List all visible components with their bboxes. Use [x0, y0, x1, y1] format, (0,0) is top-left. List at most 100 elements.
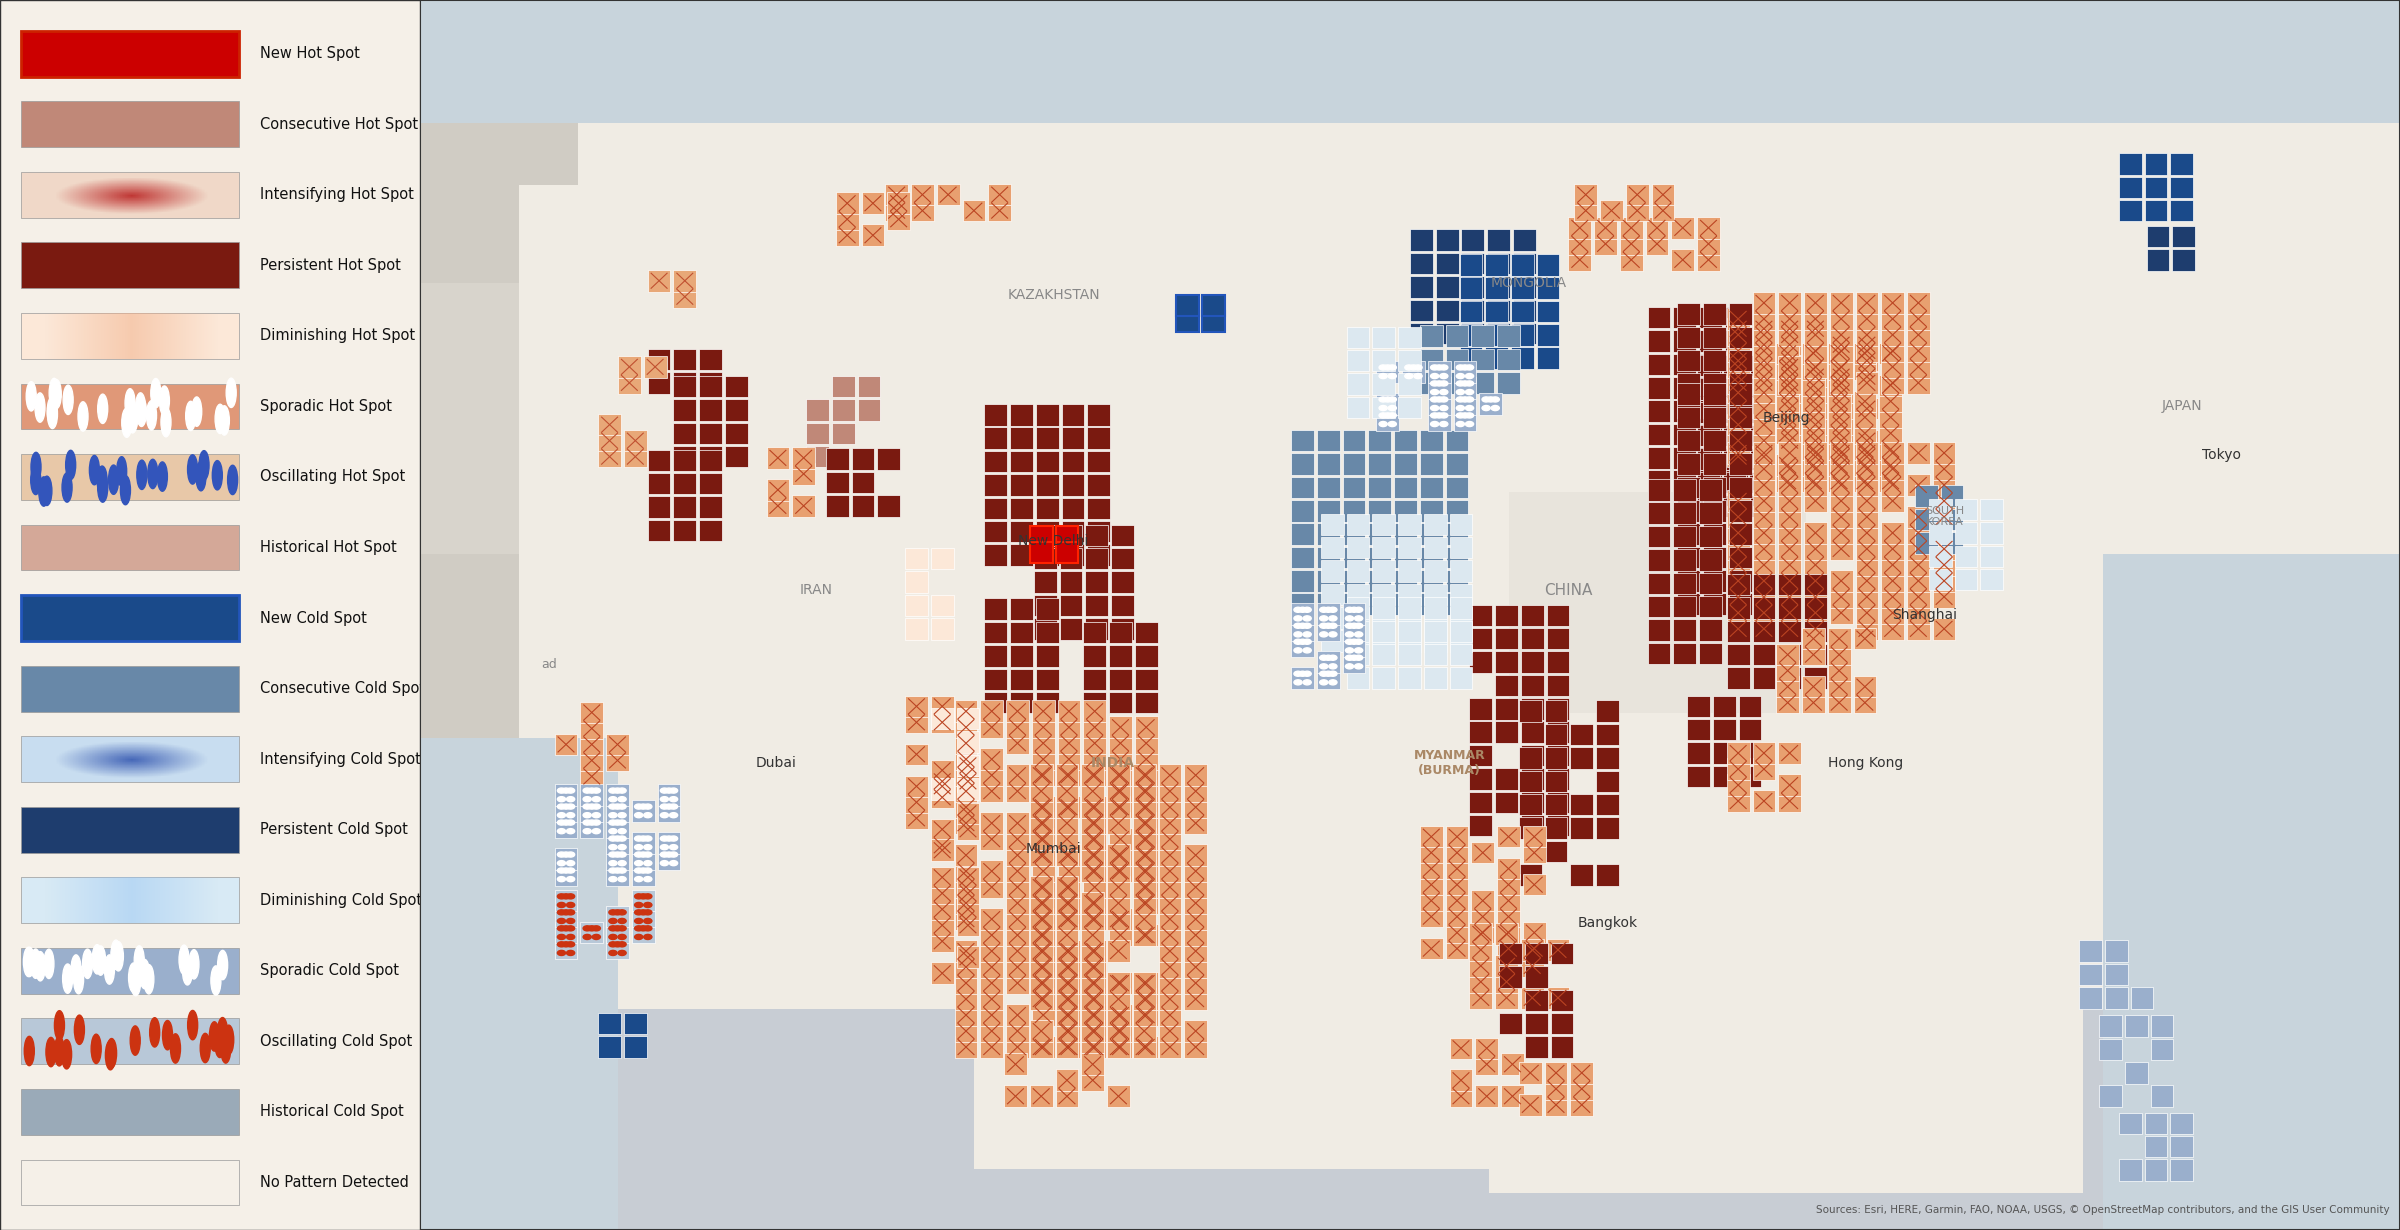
Circle shape	[96, 946, 106, 975]
Bar	[1320, 561, 1344, 582]
Bar	[1082, 908, 1104, 930]
Bar	[1032, 732, 1054, 754]
Bar	[1646, 216, 1668, 239]
Bar	[1646, 502, 1670, 524]
Bar	[1596, 723, 1620, 745]
Circle shape	[91, 1034, 101, 1064]
Circle shape	[557, 919, 566, 924]
Bar	[1778, 413, 1800, 435]
Bar	[1829, 381, 1853, 403]
Bar	[1932, 475, 1956, 496]
Bar	[1342, 430, 1366, 451]
Circle shape	[1354, 640, 1363, 645]
Circle shape	[1387, 365, 1397, 370]
Bar	[1855, 459, 1879, 480]
Bar	[1752, 308, 1776, 330]
Bar	[22, 1160, 240, 1205]
Bar	[1373, 621, 1394, 642]
Circle shape	[180, 945, 190, 974]
Bar	[2146, 177, 2167, 198]
Bar	[1802, 423, 1824, 444]
Bar	[1133, 844, 1154, 866]
Bar	[1183, 925, 1207, 946]
Bar	[888, 192, 910, 214]
Circle shape	[1414, 374, 1423, 379]
Bar	[1435, 229, 1459, 251]
Bar	[22, 665, 240, 711]
Circle shape	[218, 406, 230, 435]
Bar	[1620, 248, 1642, 271]
Bar	[1037, 691, 1058, 713]
Bar	[1752, 292, 1776, 314]
Bar	[1469, 699, 1493, 720]
Bar	[1522, 674, 1543, 696]
Bar	[1106, 876, 1130, 898]
Bar	[1778, 323, 1800, 346]
Bar	[1778, 430, 1800, 451]
Bar	[648, 496, 670, 518]
Bar	[1423, 584, 1447, 605]
Bar	[1411, 322, 1433, 344]
Circle shape	[106, 954, 115, 984]
Circle shape	[643, 836, 653, 841]
Bar	[1346, 374, 1370, 395]
Bar	[698, 376, 722, 397]
Bar	[1159, 989, 1181, 1010]
Bar	[1882, 323, 1903, 346]
Circle shape	[118, 456, 127, 486]
Bar	[1855, 539, 1879, 560]
Circle shape	[96, 466, 108, 496]
Bar	[1109, 716, 1133, 738]
Bar	[1879, 375, 1903, 396]
Bar	[958, 777, 979, 800]
Bar	[1495, 721, 1517, 743]
Bar	[607, 817, 629, 838]
Bar	[1778, 367, 1800, 387]
Bar	[1106, 1021, 1130, 1042]
Bar	[1056, 541, 1078, 563]
Circle shape	[557, 813, 566, 818]
Bar	[1428, 362, 1450, 383]
Bar	[1673, 423, 1697, 445]
Bar	[624, 1012, 646, 1034]
Bar	[1728, 396, 1752, 418]
Bar	[1373, 396, 1394, 418]
Bar	[1318, 667, 1339, 689]
Bar	[979, 861, 1003, 882]
Bar	[1183, 957, 1207, 978]
Bar	[1450, 621, 1471, 642]
Circle shape	[31, 950, 41, 978]
Bar	[1056, 1021, 1078, 1042]
Bar	[1687, 765, 1709, 787]
Bar	[1853, 691, 1877, 713]
Circle shape	[1486, 397, 1495, 402]
Bar	[1135, 669, 1157, 690]
Bar	[1500, 1012, 1522, 1034]
Bar	[1034, 571, 1056, 593]
Bar	[1445, 859, 1469, 879]
Bar	[1651, 184, 1675, 205]
Bar	[1373, 645, 1394, 665]
Bar	[1056, 829, 1078, 850]
Circle shape	[1354, 608, 1363, 613]
Bar	[958, 754, 979, 776]
Bar	[1646, 549, 1670, 571]
Bar	[1776, 645, 1800, 665]
Bar	[1032, 844, 1054, 866]
Bar	[1704, 384, 1726, 405]
Bar	[1087, 474, 1111, 496]
Bar	[1032, 908, 1054, 930]
Bar	[1450, 561, 1471, 582]
Circle shape	[1483, 406, 1490, 411]
Bar	[2124, 1061, 2148, 1084]
Circle shape	[1349, 656, 1358, 661]
Bar	[1805, 598, 1826, 619]
Bar	[22, 242, 240, 288]
Bar	[1135, 844, 1157, 866]
Bar	[1469, 940, 1493, 961]
Bar	[725, 399, 749, 421]
Bar	[1183, 989, 1207, 1010]
Bar	[1522, 768, 1543, 790]
Bar	[1159, 1004, 1181, 1026]
Bar	[1673, 354, 1697, 375]
